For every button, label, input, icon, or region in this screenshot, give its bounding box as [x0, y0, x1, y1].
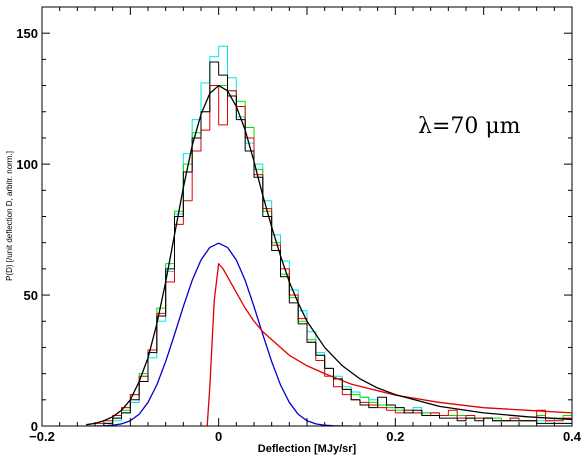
histogram-series-3	[59, 61, 572, 426]
series-layer	[59, 45, 572, 426]
model-curve-5	[206, 262, 572, 426]
y-tick-label: 0	[31, 419, 38, 434]
wavelength-annotation: λ=70 μm	[418, 114, 521, 139]
plot-frame	[41, 6, 573, 427]
model-curve-6	[86, 84, 572, 426]
y-tick-label: 50	[24, 288, 38, 303]
x-tick-label: −0.2	[29, 429, 55, 444]
y-tick-label: 150	[16, 26, 38, 41]
y-tick-label: 100	[16, 157, 38, 172]
y-axis-label: P(D) [/unit deflection D, arbitr. norm.]	[5, 151, 14, 281]
x-axis-label: Deflection [MJy/sr]	[258, 443, 357, 455]
x-tick-label: 0.4	[563, 429, 582, 444]
model-curve-4	[86, 242, 352, 426]
x-tick-label: 0.2	[386, 429, 404, 444]
x-tick-label: 0	[215, 429, 222, 444]
